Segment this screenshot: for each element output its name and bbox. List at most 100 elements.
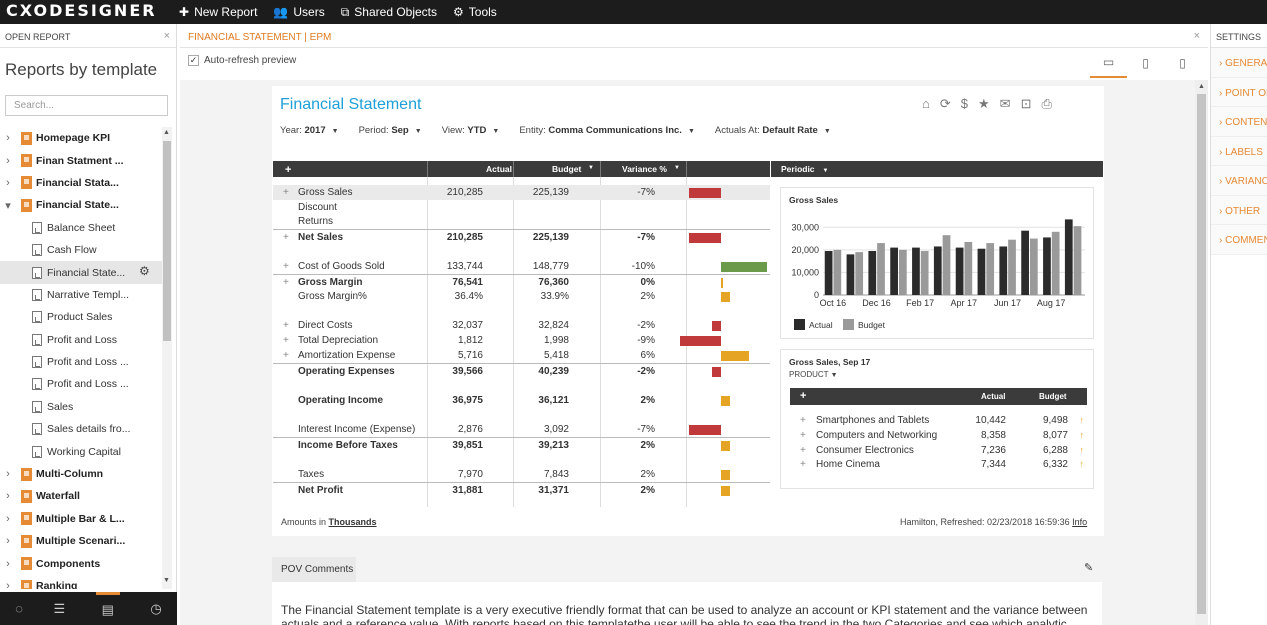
clock-icon[interactable]: ◷ [150, 600, 162, 616]
filter-select[interactable]: Year: 2017 ▼ [280, 125, 339, 136]
tree-report-item[interactable]: Product Sales [0, 306, 162, 328]
tree-report-item[interactable]: Narrative Templ... [0, 284, 162, 306]
close-icon[interactable]: × [1193, 30, 1200, 42]
header-budget[interactable]: Budget [1039, 392, 1067, 401]
tree-folder[interactable]: › Waterfall [0, 485, 162, 507]
tree-folder[interactable]: › Homepage KPI [0, 127, 162, 149]
expand-all-icon[interactable]: + [800, 390, 807, 402]
scrollbar-thumb[interactable] [163, 141, 171, 341]
chevron-right-icon[interactable]: › [6, 535, 10, 548]
search-input[interactable]: Search... [5, 95, 168, 116]
filter-select[interactable]: Entity: Comma Communications Inc. ▼ [519, 125, 695, 136]
print-icon[interactable]: ⎙ [1041, 96, 1052, 111]
table-row[interactable]: Interest Income (Expense) 2,876 3,092 -7% [273, 422, 770, 437]
table-row[interactable]: Returns [273, 214, 770, 229]
chevron-down-icon[interactable]: ▼ [674, 165, 680, 171]
dollar-icon[interactable]: $ [960, 96, 968, 111]
filter-select[interactable]: Actuals At: Default Rate ▼ [715, 125, 831, 136]
chevron-right-icon[interactable]: › [6, 176, 10, 189]
tree-folder[interactable]: › Multiple Bar & L... [0, 508, 162, 530]
tree-report-item[interactable]: Cash Flow [0, 239, 162, 261]
table-row[interactable]: Net Profit 31,881 31,371 2% [273, 482, 770, 497]
tablet-view-icon[interactable]: ▯ [1142, 56, 1149, 70]
table-row[interactable]: + Direct Costs 32,037 32,824 -2% [273, 318, 770, 333]
chevron-right-icon[interactable]: › [6, 580, 10, 589]
settings-item[interactable]: › LABELS [1211, 136, 1267, 166]
product-row[interactable]: + Home Cinema 7,344 6,332 ↑ [790, 458, 1087, 473]
tools-button[interactable]: ⚙ Tools [453, 5, 497, 19]
auto-refresh-checkbox[interactable]: ✓ Auto-refresh preview [188, 55, 296, 66]
expand-icon[interactable]: + [283, 276, 289, 288]
header-actual[interactable]: Actual [486, 164, 512, 174]
product-row[interactable]: + Consumer Electronics 7,236 6,288 ↑ [790, 444, 1087, 459]
expand-icon[interactable]: + [800, 459, 806, 471]
chevron-down-icon[interactable]: ▾ [5, 199, 11, 212]
tree-folder[interactable]: › Financial Stata... [0, 172, 162, 194]
table-row[interactable]: + Net Sales 210,285 225,139 -7% [273, 229, 770, 244]
tree-report-item[interactable]: Financial State... ⚙ [0, 261, 162, 284]
table-row[interactable]: Gross Margin% 36.4% 33.9% 2% [273, 289, 770, 304]
tree-folder[interactable]: › Finan Statment ... [0, 149, 162, 171]
tree-report-item[interactable]: Profit and Loss [0, 329, 162, 351]
table-row[interactable]: Operating Income 36,975 36,121 2% [273, 393, 770, 408]
expand-icon[interactable]: + [283, 320, 289, 331]
chevron-right-icon[interactable]: › [6, 132, 10, 145]
expand-icon[interactable]: + [283, 349, 289, 361]
chevron-right-icon[interactable]: › [6, 557, 10, 570]
expand-icon[interactable]: + [800, 415, 806, 426]
new-report-button[interactable]: ✚ New Report [179, 5, 257, 19]
header-actual[interactable]: Actual [981, 392, 1006, 401]
table-row[interactable]: + Cost of Goods Sold 133,744 148,779 -10% [273, 259, 770, 274]
chevron-right-icon[interactable]: › [6, 490, 10, 503]
tree-folder[interactable]: › Ranking [0, 575, 162, 589]
tree-scrollbar[interactable]: ▲ ▼ [162, 127, 172, 589]
expand-all-icon[interactable]: + [285, 164, 292, 176]
periodic-label[interactable]: Periodic [781, 164, 815, 174]
scroll-down-icon[interactable]: ▼ [163, 577, 170, 584]
table-row[interactable]: + Gross Margin 76,541 76,360 0% [273, 273, 770, 289]
settings-item[interactable]: › VARIANCE [1211, 166, 1267, 196]
desktop-view-icon[interactable]: ▭ [1090, 48, 1127, 78]
tree-report-item[interactable]: Balance Sheet [0, 217, 162, 239]
chevron-down-icon[interactable]: ▼ [822, 168, 829, 174]
expand-icon[interactable]: + [283, 335, 289, 346]
users-button[interactable]: 👥 Users [273, 5, 324, 19]
product-dimension-select[interactable]: PRODUCT ▼ [789, 370, 838, 379]
tree-folder[interactable]: ▾ Financial State... [0, 194, 162, 216]
report-icon[interactable]: ▤ [95, 592, 120, 625]
app-logo[interactable]: CXODESIGNER [6, 1, 157, 20]
table-row[interactable]: + Amortization Expense 5,716 5,418 6% [273, 348, 770, 363]
table-row[interactable]: Taxes 7,970 7,843 2% [273, 467, 770, 482]
table-row[interactable]: Discount [273, 200, 770, 215]
hide-icon[interactable]: ◌ [15, 601, 23, 616]
preview-scrollbar[interactable]: ▲ [1195, 80, 1208, 625]
product-row[interactable]: + Computers and Networking 8,358 8,077 ↑ [790, 429, 1087, 444]
checkbox-icon[interactable]: ✓ [188, 55, 199, 66]
pov-comments-tab[interactable]: POV Comments [272, 557, 356, 582]
header-budget[interactable]: Budget [552, 164, 582, 174]
filter-select[interactable]: View: YTD ▼ [442, 125, 500, 136]
scroll-up-icon[interactable]: ▲ [163, 129, 170, 136]
tree-folder[interactable]: › Multi-Column [0, 463, 162, 485]
home-icon[interactable]: ⌂ [922, 96, 930, 111]
settings-item[interactable]: › GENERAL [1211, 48, 1267, 78]
refresh-icon[interactable]: ⟳ [939, 96, 951, 111]
shared-objects-button[interactable]: ⧉ Shared Objects [341, 5, 437, 20]
tree-report-item[interactable]: Profit and Loss ... [0, 373, 162, 395]
gear-icon[interactable]: ⚙ [139, 264, 150, 279]
scroll-up-icon[interactable]: ▲ [1198, 83, 1205, 90]
list-icon[interactable]: ☰ [53, 600, 66, 616]
star-icon[interactable]: ★ [978, 96, 990, 111]
table-row[interactable]: + Gross Sales 210,285 225,139 -7% [273, 185, 770, 200]
expand-icon[interactable]: + [283, 260, 289, 272]
settings-item[interactable]: › OTHER [1211, 195, 1267, 225]
expand-icon[interactable]: + [800, 429, 806, 441]
info-link[interactable]: Info [1072, 517, 1088, 527]
tree-report-item[interactable]: Sales [0, 396, 162, 418]
expand-icon[interactable]: + [283, 187, 289, 198]
scrollbar-thumb[interactable] [1197, 94, 1206, 614]
tree-folder[interactable]: › Multiple Scenari... [0, 530, 162, 552]
tree-report-item[interactable]: Profit and Loss ... [0, 351, 162, 373]
expand-icon[interactable]: + [800, 444, 806, 456]
product-row[interactable]: + Smartphones and Tablets 10,442 9,498 ↑ [790, 414, 1087, 429]
